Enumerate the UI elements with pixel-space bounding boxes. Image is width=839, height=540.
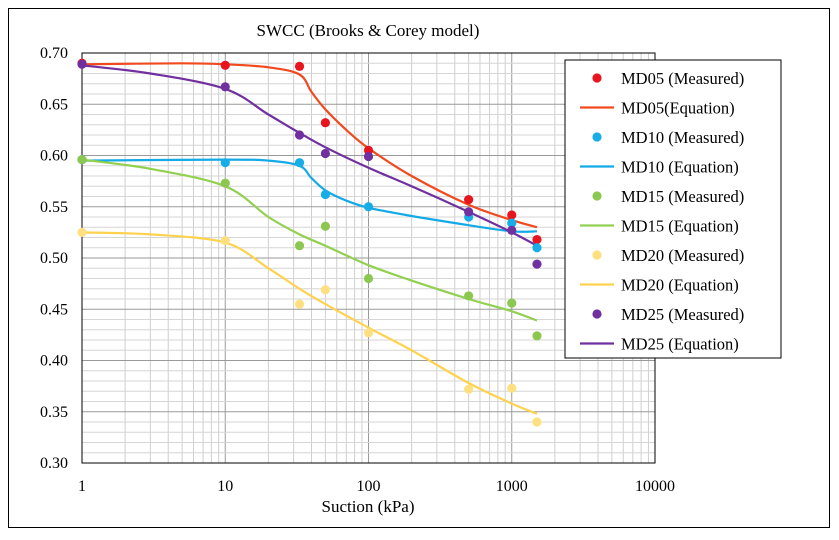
y-tick-label: 0.45 bbox=[40, 301, 68, 318]
data-point bbox=[464, 194, 474, 205]
legend-marker-swatch bbox=[592, 309, 602, 319]
y-tick-label: 0.30 bbox=[40, 455, 68, 472]
y-tick-label: 0.35 bbox=[40, 404, 68, 421]
data-point bbox=[532, 331, 542, 341]
data-point bbox=[363, 151, 374, 162]
y-tick-label: 0.60 bbox=[40, 148, 68, 165]
data-point bbox=[532, 234, 542, 245]
data-point bbox=[464, 291, 474, 301]
data-point bbox=[294, 61, 305, 71]
legend-label: MD20 (Equation) bbox=[621, 276, 739, 295]
data-point bbox=[320, 285, 330, 295]
data-point bbox=[294, 130, 305, 140]
data-point bbox=[464, 384, 474, 394]
data-point bbox=[220, 178, 230, 188]
data-point bbox=[507, 298, 517, 308]
series-line bbox=[81, 158, 538, 322]
series-points bbox=[77, 58, 542, 427]
data-point bbox=[320, 221, 330, 231]
series-line bbox=[81, 64, 538, 247]
data-point bbox=[294, 158, 305, 168]
series-line bbox=[81, 158, 538, 233]
data-point bbox=[220, 235, 230, 246]
legend-label: MD10 (Equation) bbox=[621, 158, 739, 177]
legend-marker-swatch bbox=[592, 73, 602, 83]
x-tick-label: 10000 bbox=[635, 478, 675, 495]
legend-marker-swatch bbox=[592, 191, 602, 201]
data-point bbox=[320, 148, 330, 159]
legend-marker-swatch bbox=[592, 132, 602, 142]
chart-title: SWCC (Brooks & Corey model) bbox=[257, 21, 480, 40]
data-point bbox=[464, 207, 474, 217]
legend-marker-swatch bbox=[592, 250, 602, 260]
data-point bbox=[294, 241, 305, 251]
data-point bbox=[320, 189, 330, 200]
y-tick-label: 0.40 bbox=[40, 353, 68, 370]
data-point bbox=[77, 155, 87, 165]
data-point bbox=[532, 417, 542, 427]
data-point bbox=[507, 218, 517, 228]
data-point bbox=[363, 202, 374, 212]
y-tick-label: 0.65 bbox=[40, 96, 68, 113]
legend-label: MD05(Equation) bbox=[621, 99, 735, 118]
legend-label: MD10 (Measured) bbox=[621, 128, 744, 147]
data-point bbox=[77, 59, 87, 69]
legend: MD05 (Measured) MD05(Equation) MD10 (Measu… bbox=[564, 59, 782, 359]
x-tick-label: 1 bbox=[78, 478, 86, 495]
data-point bbox=[532, 259, 542, 269]
x-tick-label: 1000 bbox=[496, 478, 528, 495]
legend-label: MD15 (Equation) bbox=[621, 217, 739, 236]
y-axis-tick-labels: 0.30 0.35 0.40 0.45 0.50 0.55 0.60 0.65 0.70 bbox=[40, 45, 68, 472]
data-point bbox=[77, 227, 87, 237]
y-tick-label: 0.70 bbox=[40, 45, 68, 62]
x-axis-tick-labels: 1 10 100 1000 10000 bbox=[78, 478, 675, 495]
data-point bbox=[507, 210, 517, 220]
data-point bbox=[294, 299, 305, 309]
y-tick-label: 0.50 bbox=[40, 250, 68, 267]
data-point bbox=[507, 383, 517, 393]
data-point bbox=[220, 60, 230, 70]
data-point bbox=[532, 243, 542, 253]
series-line bbox=[81, 231, 538, 415]
legend-box bbox=[564, 59, 782, 359]
x-tick-label: 100 bbox=[357, 478, 381, 495]
legend-label: MD25 (Measured) bbox=[621, 305, 744, 324]
y-tick-label: 0.55 bbox=[40, 199, 68, 216]
data-point bbox=[363, 328, 374, 338]
x-axis-label: Suction (kPa) bbox=[321, 497, 414, 516]
legend-label: MD20 (Measured) bbox=[621, 246, 744, 265]
x-tick-label: 10 bbox=[217, 478, 233, 495]
data-point bbox=[507, 225, 517, 235]
legend-label: MD05 (Measured) bbox=[621, 69, 744, 88]
data-point bbox=[320, 118, 330, 128]
data-point bbox=[363, 273, 374, 284]
legend-label: MD25 (Equation) bbox=[621, 335, 739, 354]
series-lines bbox=[81, 62, 538, 415]
data-point bbox=[220, 158, 230, 168]
series-line bbox=[81, 62, 538, 229]
data-point bbox=[220, 82, 230, 92]
legend-label: MD15 (Measured) bbox=[621, 187, 744, 206]
